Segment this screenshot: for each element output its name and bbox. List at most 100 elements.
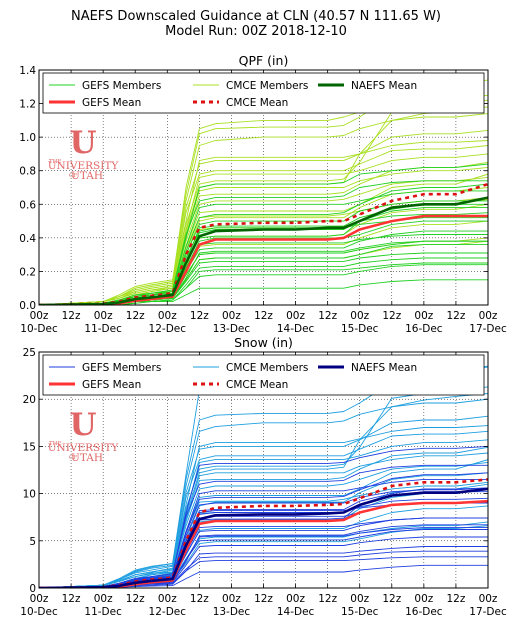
snow-legend-label-4: CMCE Mean [226,379,288,391]
qpf-xtick-date: 11-Dec [84,323,122,335]
chart-subtitle: Model Run: 00Z 2018-12-10 [165,24,347,39]
snow-gefs-member-line-2 [39,478,488,588]
snow-ytick-label: 25 [23,347,36,359]
snow-legend-label-3: GEFS Mean [82,379,141,391]
qpf-xtick-date: 13-Dec [213,323,251,335]
qpf-ytick-label: 0.4 [19,233,36,245]
qpf-gefs-member-line-10 [39,183,488,305]
snow-xtick-hour: 00z [350,593,369,605]
snow-xtick-hour: 00z [158,593,177,605]
snow-gefs-member-line-13 [39,564,488,588]
snow-logo-utah: UTAH [71,452,103,464]
snow-gefs-member-line-10 [39,472,488,588]
snow-xtick-date: 10-Dec [20,606,58,618]
snow-logo-university: UNIVERSITY [48,442,120,454]
qpf-xtick-hour: 00z [350,310,369,322]
qpf-ytick-label: 1.2 [19,99,36,111]
snow-xtick-hour: 00z [286,593,305,605]
qpf-logo-the: THE [49,159,61,165]
qpf-xtick-date: 14-Dec [277,323,315,335]
qpf-panel-title: QPF (in) [239,53,289,68]
snow-xtick-date: 14-Dec [277,606,315,618]
qpf-gefs-member-line-16 [39,180,488,305]
snow-xtick-hour: 00z [94,593,113,605]
qpf-xtick-date: 10-Dec [20,323,58,335]
qpf-ytick-label: 0.8 [19,166,36,178]
qpf-logo-utah: UTAH [71,170,103,182]
qpf-xtick-date: 12-Dec [149,323,187,335]
snow-naefs-mean-line [39,487,488,588]
qpf-legend-label-4: CMCE Mean [226,97,288,109]
snow-xtick-date: 15-Dec [341,606,379,618]
qpf-xtick-date: 15-Dec [341,323,379,335]
snow-gefs-member-line-16 [39,464,488,588]
snow-ytick-label: 20 [23,394,36,406]
qpf-cmce-member-line-37 [39,153,488,305]
snow-xtick-date: 11-Dec [84,606,122,618]
qpf-xtick-hour: 00z [94,310,113,322]
qpf-ytick-label: 1.0 [19,132,36,144]
qpf-gefs-mean-line [39,214,488,305]
snow-legend-box [42,354,485,396]
qpf-xtick-hour: 00z [414,310,433,322]
qpf-xtick-hour: 00z [30,310,49,322]
snow-xtick-hour: 00z [222,593,241,605]
snow-xtick-hour: 12z [382,593,401,605]
qpf-naefs-mean-line [39,196,488,305]
qpf-xtick-hour: 12z [126,310,145,322]
qpf-legend-label-0: GEFS Members [82,80,161,92]
qpf-ytick-label: 0.0 [19,300,36,312]
qpf-legend-label-2: NAEFS Mean [351,80,417,92]
qpf-logo-of: OF [69,173,78,179]
snow-xtick-hour: 12z [126,593,145,605]
snow-xtick-hour: 12z [318,593,337,605]
qpf-legend-label-1: CMCE Members [226,80,308,92]
qpf-xtick-hour: 12z [318,310,337,322]
snow-xtick-hour: 00z [479,593,498,605]
snow-xtick-date: 17-Dec [469,606,507,618]
snow-xtick-hour: 12z [254,593,273,605]
qpf-xtick-date: 16-Dec [405,323,443,335]
qpf-xtick-hour: 12z [190,310,209,322]
qpf-xtick-hour: 12z [446,310,465,322]
qpf-xtick-hour: 12z [254,310,273,322]
snow-xtick-hour: 12z [190,593,209,605]
snow-xtick-hour: 12z [62,593,81,605]
snow-cmce-member-line-37 [39,439,488,588]
qpf-series-group [39,79,488,305]
snow-cmce-member-line-26 [39,398,488,588]
qpf-ytick-label: 0.6 [19,199,36,211]
snow-xtick-hour: 00z [414,593,433,605]
snow-ytick-label: 15 [23,441,36,453]
snow-legend-label-1: CMCE Members [226,362,308,374]
snow-ytick-label: 0 [29,583,36,595]
qpf-xtick-hour: 00z [479,310,498,322]
qpf-xtick-hour: 00z [286,310,305,322]
qpf-legend-label-3: GEFS Mean [82,97,141,109]
snow-legend-label-2: NAEFS Mean [351,362,417,374]
snow-cmce-member-line-29 [39,386,488,588]
snow-ytick-label: 5 [29,536,36,548]
snow-cmce-member-line-32 [39,415,488,588]
snow-xtick-hour: 00z [30,593,49,605]
qpf-legend-box [42,72,485,114]
snow-legend-label-0: GEFS Members [82,362,161,374]
snow-logo-of: OF [69,455,78,461]
snow-xtick-date: 16-Dec [405,606,443,618]
snow-xtick-date: 13-Dec [213,606,251,618]
qpf-xtick-hour: 00z [222,310,241,322]
qpf-logo-u: U [69,125,96,161]
qpf-cmce-member-line-32 [39,129,488,305]
qpf-cmce-member-line-26 [39,113,488,305]
snow-panel-title: Snow (in) [234,335,293,350]
qpf-xtick-hour: 12z [62,310,81,322]
qpf-ytick-label: 1.4 [19,65,36,77]
qpf-ytick-label: 0.2 [19,266,36,278]
snow-logo-the: THE [49,441,61,447]
qpf-xtick-date: 17-Dec [469,323,507,335]
qpf-xtick-hour: 12z [382,310,401,322]
snow-ytick-label: 10 [23,489,36,501]
